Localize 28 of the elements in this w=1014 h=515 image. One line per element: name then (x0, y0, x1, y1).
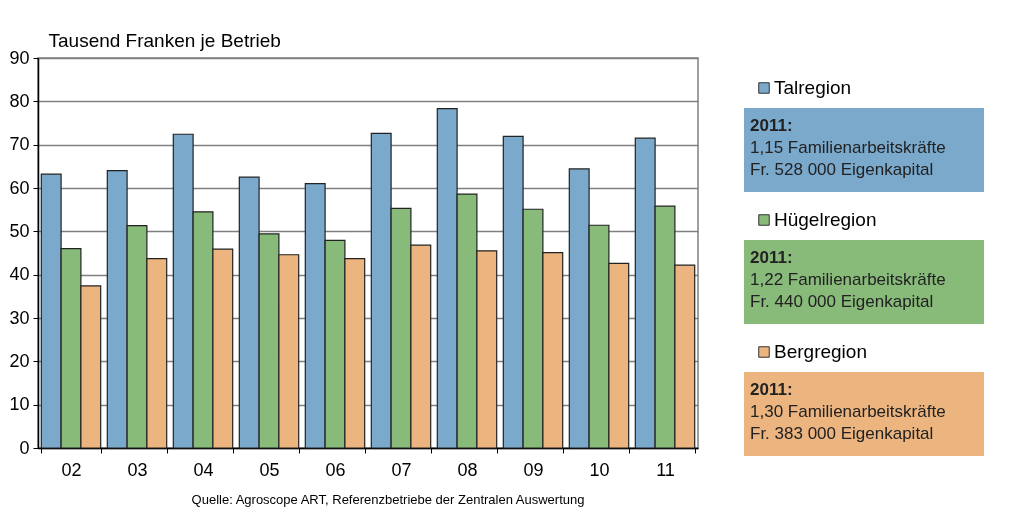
x-tick-label: 02 (61, 459, 82, 480)
y-tick-label: 20 (9, 350, 30, 371)
source-note: Quelle: Agroscope ART, Referenzbetriebe der Zentralen Auswertung (191, 492, 585, 507)
y-tick-label: 0 (19, 437, 30, 458)
x-tick-label: 10 (589, 459, 610, 480)
text: 2011: 1,22 Familienarbeitskräfte Fr. 440 000 Eigenkapital (750, 248, 946, 311)
y-axis-title: Tausend Franken je Betrieb (48, 29, 281, 51)
legend-label: Bergregion (774, 341, 867, 362)
x-tick-label: 07 (391, 459, 412, 480)
y-tick-label: 80 (9, 90, 30, 111)
x-tick-label: 03 (127, 459, 148, 480)
x-tick-label: 04 (193, 459, 214, 480)
y-tick-label: 40 (9, 264, 30, 285)
y-tick-label: 10 (9, 394, 30, 415)
y-tick-label: 30 (9, 307, 30, 328)
y-tick-label: 60 (9, 177, 30, 198)
y-tick-label: 90 (9, 47, 30, 68)
y-tick-label: 70 (9, 134, 30, 155)
y-tick-label: 50 (9, 220, 30, 241)
legend-label: Hügelregion (774, 209, 877, 230)
x-tick-label: 09 (523, 459, 544, 480)
legend-label: Talregion (774, 77, 852, 98)
text: 2011: 1,15 Familienarbeitskräfte Fr. 528 000 Eigenkapital (750, 116, 946, 179)
text: 2011: 1,30 Familienarbeitskräfte Fr. 383 000 Eigenkapital (750, 380, 946, 443)
x-tick-label: 11 (656, 459, 675, 480)
x-tick-label: 08 (457, 459, 478, 480)
x-tick-label: 05 (259, 459, 280, 480)
x-tick-label: 06 (325, 459, 346, 480)
